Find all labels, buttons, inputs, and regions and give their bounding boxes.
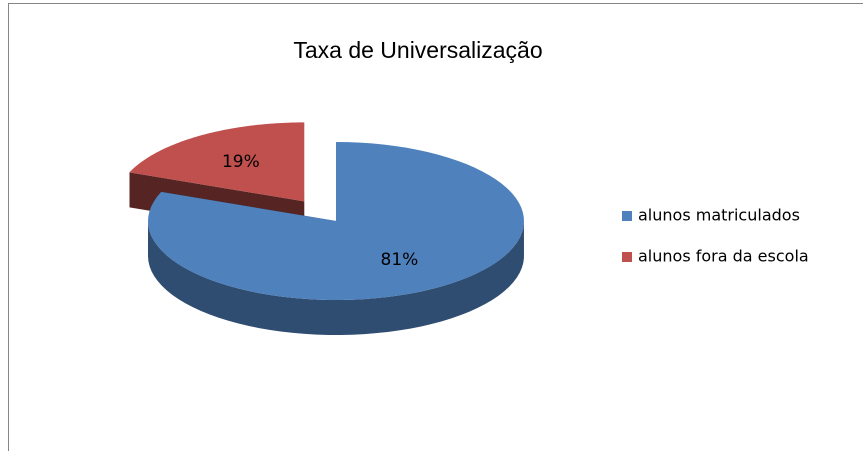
legend-swatch xyxy=(622,211,632,221)
slice xyxy=(129,122,305,202)
slice-wall xyxy=(148,221,524,335)
data-label: 19% xyxy=(222,152,260,172)
slice xyxy=(148,142,524,300)
data-label: 81% xyxy=(381,250,419,270)
legend-swatch xyxy=(622,252,632,262)
chart-title: Taxa de Universalização xyxy=(293,37,542,63)
legend-label: alunos matriculados xyxy=(638,206,800,225)
legend-label: alunos fora da escola xyxy=(638,247,809,266)
